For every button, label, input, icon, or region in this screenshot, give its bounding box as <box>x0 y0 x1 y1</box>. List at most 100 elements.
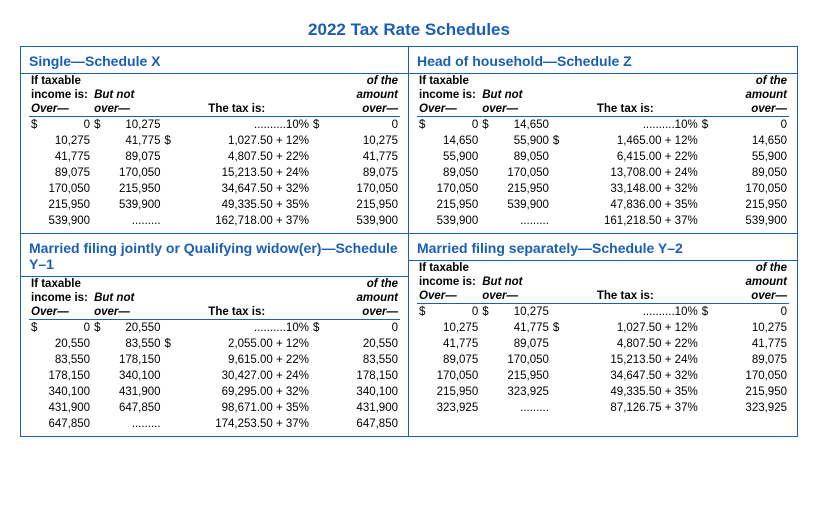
schedule-grid: Single—Schedule XIf taxable of theincome… <box>20 46 798 437</box>
cell: 4,807.50 + 22% <box>551 336 700 352</box>
hdr: But not <box>92 88 162 102</box>
table-row: 10,27541,775$1,027.50 + 12%10,275 <box>29 133 400 149</box>
cell: 33,148.00 + 32% <box>551 181 700 197</box>
hdr: income is: <box>29 88 92 102</box>
hdr: If taxable <box>417 261 480 275</box>
hdr <box>163 291 311 305</box>
cell: $0 <box>700 304 789 321</box>
cell: 215,950 <box>417 384 480 400</box>
tax-table: If taxable of theincome is: But not amou… <box>417 261 789 416</box>
cell: $1,465.00 + 12% <box>551 133 700 149</box>
cell: ......... <box>480 213 551 229</box>
cell: 83,550 <box>311 352 400 368</box>
cell: 170,050 <box>29 181 92 197</box>
cell: 14,650 <box>700 133 789 149</box>
cell: 89,075 <box>417 352 480 368</box>
table-row: 170,050215,95034,647.50 + 32%170,050 <box>417 368 789 384</box>
cell: 41,775 <box>92 133 162 149</box>
cell: ..........10% <box>551 117 700 134</box>
hdr: The tax is: <box>551 289 700 304</box>
hdr <box>551 261 700 275</box>
cell: $0 <box>29 320 92 337</box>
cell: $0 <box>700 117 789 134</box>
cell: 55,900 <box>417 149 480 165</box>
hdr: income is: <box>417 88 480 102</box>
cell: 41,775 <box>480 320 551 336</box>
cell: $14,650 <box>480 117 551 134</box>
hdr: If taxable <box>29 74 92 88</box>
table-row: 647,850.........174,253.50 + 37%647,850 <box>29 416 400 432</box>
cell: 89,050 <box>417 165 480 181</box>
hdr: The tax is: <box>163 305 311 320</box>
hdr <box>551 74 700 88</box>
hdr <box>551 275 700 289</box>
cell: $1,027.50 + 12% <box>163 133 311 149</box>
cell: 30,427.00 + 24% <box>163 368 311 384</box>
cell: 323,925 <box>700 400 789 416</box>
cell: 10,275 <box>700 320 789 336</box>
schedule-panel: Head of household—Schedule ZIf taxable o… <box>409 47 797 234</box>
cell: 215,950 <box>700 384 789 400</box>
cell: 49,335.50 + 35% <box>551 384 700 400</box>
cell: 41,775 <box>311 149 400 165</box>
cell: 323,925 <box>480 384 551 400</box>
cell: 10,275 <box>29 133 92 149</box>
table-row: $0$14,650..........10%$0 <box>417 117 789 134</box>
schedule-title: Head of household—Schedule Z <box>409 51 797 74</box>
cell: $0 <box>417 117 480 134</box>
cell: 340,100 <box>92 368 162 384</box>
hdr: over— <box>311 305 400 320</box>
table-row: 215,950539,90049,335.50 + 35%215,950 <box>29 197 400 213</box>
tax-table: If taxable of theincome is: But not amou… <box>29 277 400 432</box>
cell: $10,275 <box>480 304 551 321</box>
hdr <box>92 277 162 291</box>
cell: $0 <box>417 304 480 321</box>
hdr: of the <box>700 261 789 275</box>
cell: 170,050 <box>92 165 162 181</box>
hdr <box>163 88 311 102</box>
hdr <box>163 74 311 88</box>
hdr: over— <box>311 102 400 117</box>
table-row: 14,65055,900$1,465.00 + 12%14,650 <box>417 133 789 149</box>
cell: 41,775 <box>417 336 480 352</box>
cell: 89,050 <box>480 149 551 165</box>
cell: 89,075 <box>700 352 789 368</box>
cell: 83,550 <box>92 336 162 352</box>
cell: 323,925 <box>417 400 480 416</box>
table-row: 170,050215,95033,148.00 + 32%170,050 <box>417 181 789 197</box>
hdr: of the <box>311 74 400 88</box>
table-row: 41,77589,0754,807.50 + 22%41,775 <box>417 336 789 352</box>
hdr: over— <box>92 305 162 320</box>
tax-table: If taxable of theincome is: But not amou… <box>417 74 789 229</box>
cell: 215,950 <box>480 368 551 384</box>
cell: 47,836.00 + 35% <box>551 197 700 213</box>
cell: ......... <box>92 213 162 229</box>
cell: 10,275 <box>311 133 400 149</box>
hdr: amount <box>700 275 789 289</box>
cell: 215,950 <box>311 197 400 213</box>
hdr: amount <box>700 88 789 102</box>
cell: 34,647.50 + 32% <box>551 368 700 384</box>
cell: 647,850 <box>311 416 400 432</box>
table-row: $0$10,275..........10%$0 <box>29 117 400 134</box>
cell: $10,275 <box>92 117 162 134</box>
table-row: 20,55083,550$2,055.00 + 12%20,550 <box>29 336 400 352</box>
cell: 539,900 <box>29 213 92 229</box>
cell: ..........10% <box>163 117 311 134</box>
cell: 20,550 <box>311 336 400 352</box>
cell: $1,027.50 + 12% <box>551 320 700 336</box>
cell: 89,050 <box>700 165 789 181</box>
hdr: Over— <box>417 289 480 304</box>
hdr: of the <box>700 74 789 88</box>
table-row: 215,950323,92549,335.50 + 35%215,950 <box>417 384 789 400</box>
table-row: 10,27541,775$1,027.50 + 12%10,275 <box>417 320 789 336</box>
cell: ..........10% <box>551 304 700 321</box>
cell: 34,647.50 + 32% <box>163 181 311 197</box>
cell: 539,900 <box>311 213 400 229</box>
hdr: If taxable <box>29 277 92 291</box>
cell: 539,900 <box>480 197 551 213</box>
cell: 41,775 <box>700 336 789 352</box>
table-row: 89,050170,05013,708.00 + 24%89,050 <box>417 165 789 181</box>
cell: 647,850 <box>29 416 92 432</box>
table-row: 41,77589,0754,807.50 + 22%41,775 <box>29 149 400 165</box>
